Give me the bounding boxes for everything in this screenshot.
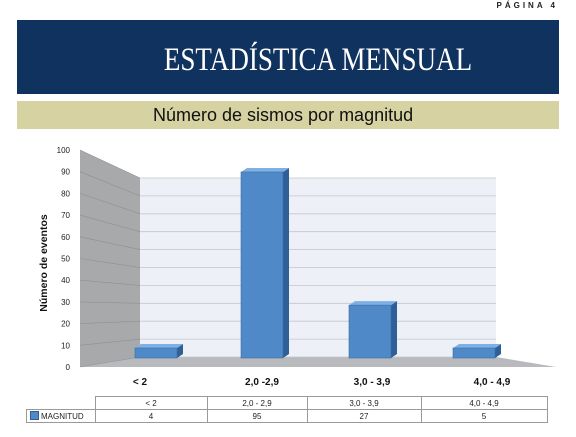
y-tick-label: 40	[61, 276, 70, 285]
table-category-cell: 3,0 - 3,9	[306, 396, 422, 410]
y-axis-label: Número de eventos	[38, 214, 50, 312]
y-tick-label: 60	[61, 233, 70, 242]
table-legend-cell: MAGNITUD	[26, 409, 96, 423]
bar	[348, 304, 392, 359]
side-gridline	[79, 320, 141, 324]
y-tick-label: 80	[61, 189, 70, 198]
legend-swatch	[30, 411, 39, 420]
table-value-cell: 5	[420, 409, 548, 423]
y-tick-label: 20	[61, 320, 70, 329]
table-value-row: MAGNITUD 4 95 27 5	[26, 409, 548, 423]
x-tick-label: 4,0 - 4,9	[474, 377, 511, 388]
bar	[240, 171, 284, 359]
side-gridline	[79, 301, 141, 304]
y-tick-label: 10	[61, 341, 70, 350]
side-gridline	[79, 214, 141, 232]
series-name: MAGNITUD	[41, 412, 84, 421]
bar-top	[453, 344, 501, 348]
bar	[134, 347, 178, 359]
data-table: < 2 2,0 - 2,9 3,0 - 3,9 4,0 - 4,9 MAGNIT…	[26, 396, 548, 423]
header-banner: ESTADÍSTICA MENSUAL	[17, 20, 559, 94]
table-category-cell: 4,0 - 4,9	[420, 396, 548, 410]
table-category-cell: < 2	[94, 396, 208, 410]
table-category-cell: 2,0 - 2,9	[206, 396, 308, 410]
side-gridline	[79, 171, 141, 197]
bar-side	[391, 301, 397, 358]
bar-top	[349, 301, 397, 306]
bar-side	[283, 168, 289, 358]
side-gridline	[79, 193, 141, 215]
side-gridline	[79, 258, 141, 268]
bar-chart: 0 10 20 30 40 50 60 70 80 90 100 Número de eventos <…	[38, 146, 556, 388]
y-tick-label: 90	[61, 168, 70, 177]
bar-top	[135, 344, 183, 348]
y-tick-label: 70	[61, 211, 70, 220]
table-value-cell: 4	[94, 409, 208, 423]
y-tick-label: 100	[57, 146, 71, 155]
bar	[452, 347, 496, 359]
page-number-label: PÁGINA 4	[496, 1, 558, 10]
side-gridline	[79, 279, 141, 286]
bar-top	[241, 168, 289, 172]
y-tick-label: 50	[61, 255, 70, 264]
chart-floor	[80, 357, 556, 367]
table-header-row: < 2 2,0 - 2,9 3,0 - 3,9 4,0 - 4,9	[26, 396, 548, 410]
chart-title-bar: Número de sismos por magnitud	[17, 101, 559, 129]
y-tick-label: 0	[66, 363, 71, 372]
side-gridline	[79, 338, 141, 346]
table-corner-cell	[26, 396, 96, 410]
bar-side	[495, 344, 501, 358]
table-value-cell: 27	[306, 409, 422, 423]
side-gridline	[79, 149, 141, 179]
bar-side	[177, 344, 183, 358]
x-tick-label: 2,0 -2,9	[245, 377, 279, 388]
banner-title: ESTADÍSTICA MENSUAL	[163, 41, 473, 78]
table-value-cell: 95	[206, 409, 308, 423]
x-tick-label: 3,0 - 3,9	[354, 377, 391, 388]
side-gridline	[79, 356, 141, 368]
x-tick-label: < 2	[133, 377, 148, 388]
y-tick-label: 30	[61, 298, 70, 307]
chart-side-wall	[80, 150, 140, 367]
chart-title: Número de sismos por magnitud	[153, 104, 414, 125]
side-gridline	[79, 236, 141, 250]
